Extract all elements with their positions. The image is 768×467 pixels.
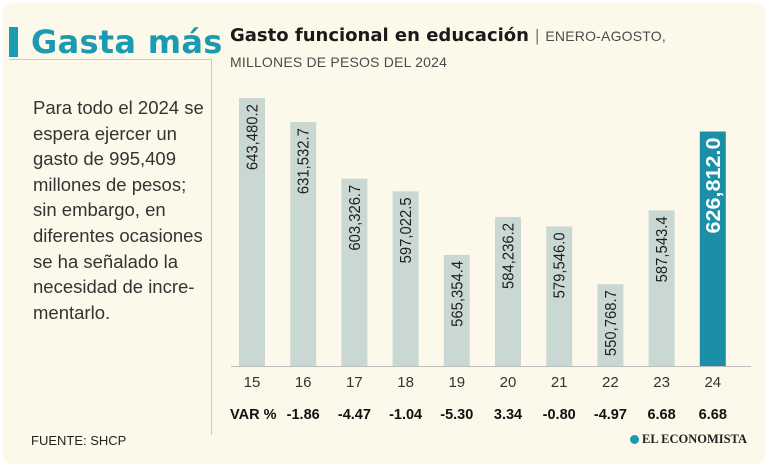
bar-value-label-19: 565,354.4 bbox=[449, 261, 466, 327]
x-tick-label-21: 21 bbox=[551, 374, 568, 391]
bar-value-label-16: 631,532.7 bbox=[296, 128, 313, 194]
bar-24 bbox=[699, 131, 726, 366]
intro-text: Para todo el 2024 se espera ejercer un g… bbox=[33, 97, 204, 323]
bar-value-label-15: 643,480.2 bbox=[245, 104, 262, 170]
source-note: FUENTE: SHCP bbox=[31, 433, 127, 448]
x-tick-label-20: 20 bbox=[500, 374, 517, 391]
bar-21 bbox=[546, 226, 573, 366]
column-divider bbox=[211, 59, 212, 435]
infographic-frame: Gasta más Para todo el 2024 se espera ej… bbox=[3, 3, 765, 464]
var-row-label: VAR % bbox=[230, 407, 277, 423]
bar-value-label-21: 579,546.0 bbox=[552, 232, 569, 298]
x-tick-label-18: 18 bbox=[397, 374, 414, 391]
var-value-19: -5.30 bbox=[440, 407, 473, 423]
bar-value-label-20: 584,236.2 bbox=[501, 223, 518, 289]
headline-divider bbox=[9, 59, 211, 60]
bar-value-label-17: 603,326.7 bbox=[347, 185, 364, 251]
x-tick-label-24: 24 bbox=[704, 374, 721, 391]
var-value-23: 6.68 bbox=[647, 407, 675, 423]
title-separator: | bbox=[534, 26, 540, 45]
var-value-20: 3.34 bbox=[494, 407, 522, 423]
x-tick-label-17: 17 bbox=[346, 374, 363, 391]
headline-block: Gasta más bbox=[9, 23, 222, 61]
x-tick-label-23: 23 bbox=[653, 374, 670, 391]
x-tick-label-22: 22 bbox=[602, 374, 619, 391]
headline: Gasta más bbox=[31, 23, 223, 61]
bar-23 bbox=[648, 210, 675, 366]
var-value-18: -1.04 bbox=[389, 407, 422, 423]
bar-value-label-18: 597,022.5 bbox=[398, 197, 415, 263]
chart-title-row: Gasto funcional en educación | ENERO-AGOST… bbox=[230, 25, 760, 46]
headline-accent-bar bbox=[9, 27, 18, 57]
brand-name: EL ECONOMISTA bbox=[642, 432, 747, 446]
bar-value-label-23: 587,543.4 bbox=[654, 216, 671, 282]
chart-subtitle-line-2: MILLONES DE PESOS DEL 2024 bbox=[230, 54, 448, 70]
brand-mark-icon bbox=[630, 434, 639, 444]
bar-value-label-24: 626,812.0 bbox=[703, 138, 725, 234]
bar-17 bbox=[341, 178, 368, 366]
bar-15 bbox=[239, 98, 265, 366]
bar-19 bbox=[443, 254, 470, 366]
brand-logo: EL ECONOMISTA bbox=[630, 432, 747, 447]
var-value-21: -0.80 bbox=[543, 407, 576, 423]
bar-18 bbox=[392, 191, 419, 366]
var-value-24: 6.68 bbox=[699, 407, 727, 423]
var-value-16: -1.86 bbox=[287, 407, 320, 423]
bar-20 bbox=[495, 216, 521, 366]
bar-16 bbox=[290, 122, 317, 367]
chart-subtitle-line-1: ENERO-AGOSTO, bbox=[545, 28, 666, 44]
x-tick-label-15: 15 bbox=[244, 374, 261, 391]
bar-22 bbox=[597, 284, 624, 366]
var-value-22: -4.97 bbox=[594, 407, 627, 423]
x-tick-label-16: 16 bbox=[295, 374, 312, 391]
x-tick-label-19: 19 bbox=[448, 374, 465, 391]
bar-value-label-22: 550,768.7 bbox=[603, 290, 620, 356]
var-value-17: -4.47 bbox=[338, 407, 371, 423]
bar-chart: 643,480.2 15 631,532.7 16 603,326.7 17 597,022… bbox=[230, 98, 751, 423]
chart-title: Gasto funcional en educación bbox=[230, 25, 529, 46]
